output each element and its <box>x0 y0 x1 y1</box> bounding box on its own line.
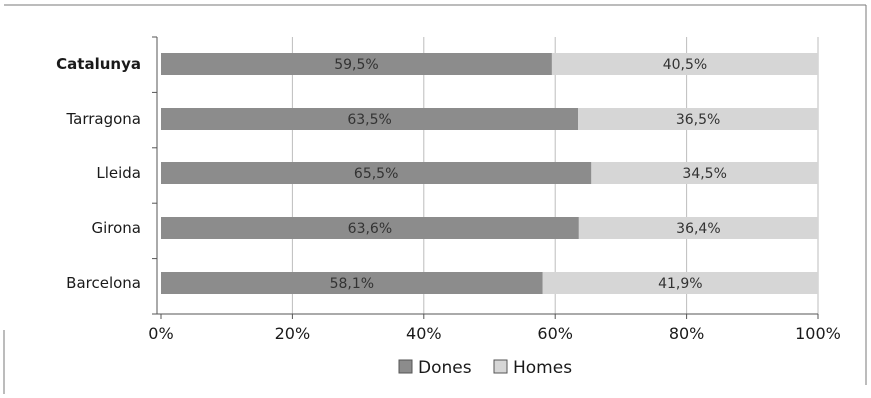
bar-homes-girona <box>578 217 818 239</box>
bar-homes-tarragona <box>578 108 818 130</box>
legend-label-homes: Homes <box>513 358 572 378</box>
x-tick-label-40: 40% <box>406 324 442 343</box>
data-label-dones-catalunya: 59,5% <box>334 57 378 73</box>
bar-dones-lleida <box>161 162 592 184</box>
data-label-dones-tarragona: 63,5% <box>347 112 391 128</box>
data-label-homes-lleida: 34,5% <box>682 166 726 182</box>
axis-layer: 0% 20% 40% 60% 80% 100% <box>148 36 841 343</box>
category-label-tarragona: Tarragona <box>65 110 141 128</box>
legend-label-dones: Dones <box>418 358 472 378</box>
bar-homes-barcelona <box>542 272 818 294</box>
x-tick-label-0: 0% <box>148 324 173 343</box>
labels-layer: 59,5% 40,5% Catalunya 63,5% 36,5% Tarragona 65… <box>56 55 727 292</box>
legend-swatch-dones <box>398 359 413 374</box>
legend-swatch-homes <box>493 359 508 374</box>
data-label-dones-barcelona: 58,1% <box>330 276 374 292</box>
category-label-barcelona: Barcelona <box>66 274 141 292</box>
bar-dones-barcelona <box>161 272 543 294</box>
x-tick-label-80: 80% <box>669 324 705 343</box>
data-label-homes-catalunya: 40,5% <box>663 57 707 73</box>
x-tick-label-100: 100% <box>795 324 841 343</box>
data-label-dones-girona: 63,6% <box>348 221 392 237</box>
x-tick-label-60: 60% <box>537 324 573 343</box>
data-label-dones-lleida: 65,5% <box>354 166 398 182</box>
bar-dones-catalunya <box>161 53 552 75</box>
category-label-girona: Girona <box>91 219 141 237</box>
data-label-homes-barcelona: 41,9% <box>658 276 702 292</box>
data-label-homes-girona: 36,4% <box>676 221 720 237</box>
bar-dones-girona <box>161 217 579 239</box>
bar-homes-lleida <box>591 162 818 184</box>
category-label-lleida: Lleida <box>96 164 141 182</box>
data-label-homes-tarragona: 36,5% <box>676 112 720 128</box>
x-tick-label-20: 20% <box>275 324 311 343</box>
bar-homes-catalunya <box>551 53 818 75</box>
bar-dones-tarragona <box>161 108 579 130</box>
bars-layer <box>161 53 818 294</box>
category-label-catalunya: Catalunya <box>56 55 141 73</box>
legend: Dones Homes <box>398 358 572 378</box>
